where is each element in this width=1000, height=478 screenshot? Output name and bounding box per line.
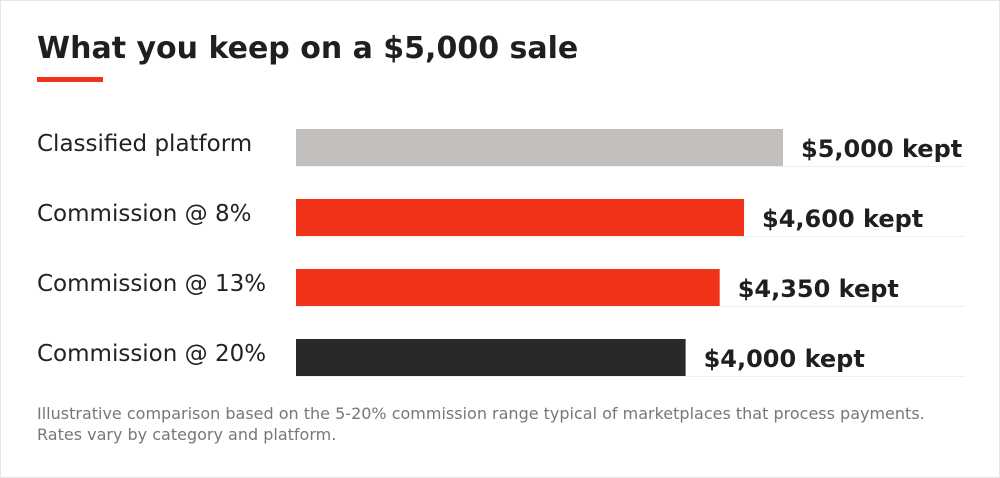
bar-chart: Classified platform $5,000 kept Commission… (37, 129, 965, 377)
value-label: $4,000 kept (704, 345, 865, 373)
category-label: Commission @ 20% (37, 341, 266, 367)
value-label: $5,000 kept (801, 135, 962, 163)
category-label: Commission @ 13% (37, 271, 266, 297)
bar-4 (296, 339, 686, 376)
category-label: Classified platform (37, 131, 252, 157)
category-label: Commission @ 8% (37, 201, 251, 227)
footnote: Illustrative comparison based on the 5-2… (37, 404, 925, 444)
value-label: $4,350 kept (738, 275, 899, 303)
chart-title: What you keep on a $5,000 sale (37, 31, 579, 66)
value-label: $4,600 kept (762, 205, 923, 233)
title-accent-bar (37, 77, 103, 82)
bar-2 (296, 199, 745, 236)
bar-3 (296, 269, 720, 306)
bar-1 (296, 129, 783, 166)
